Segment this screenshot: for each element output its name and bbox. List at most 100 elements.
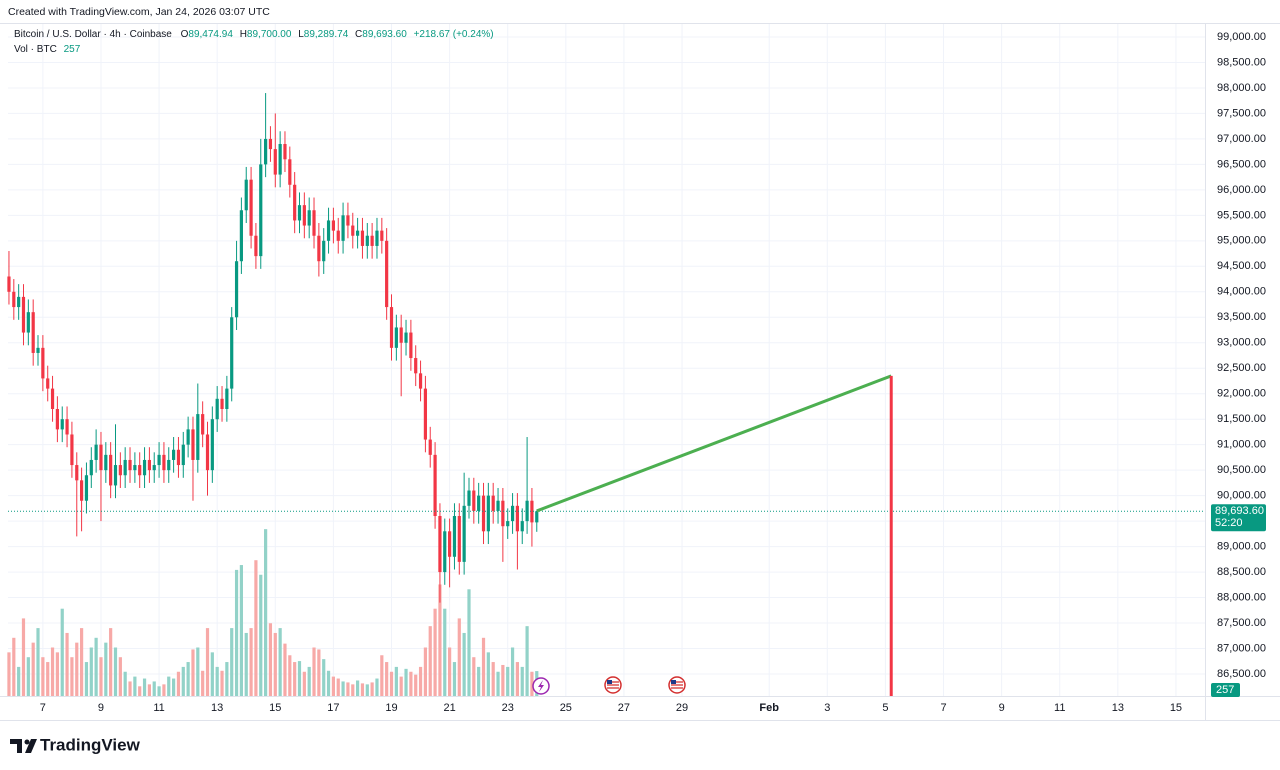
candle-body <box>264 138 268 165</box>
y-tick-label: 98,500.00 <box>1217 56 1266 68</box>
volume-bar <box>496 671 500 696</box>
logo-mark <box>10 739 22 753</box>
volume-bar <box>525 626 529 696</box>
y-tick-label: 94,000.00 <box>1217 286 1266 298</box>
candle-body <box>65 419 69 435</box>
candle-body <box>278 144 282 175</box>
logo-mark <box>25 739 37 753</box>
drawings <box>536 374 893 696</box>
volume-tag <box>1211 683 1240 697</box>
volume-bar <box>210 652 214 696</box>
volume-bar <box>375 678 379 696</box>
volume-bar <box>293 662 297 696</box>
volume-bar <box>249 628 253 696</box>
volume-bar <box>317 649 321 696</box>
event-icons <box>532 676 686 695</box>
volume-bar <box>428 626 432 696</box>
y-tick-label: 88,000.00 <box>1217 591 1266 603</box>
volume-bar <box>234 569 239 696</box>
candle-body <box>535 511 539 523</box>
volume-bar <box>181 666 185 696</box>
volume-bar <box>394 666 398 696</box>
x-tick-label: 15 <box>269 702 281 714</box>
volume-bar <box>50 647 55 696</box>
candle-body <box>152 465 156 471</box>
volume-bar <box>520 666 524 696</box>
volume-bar <box>336 678 340 696</box>
volume-bar <box>36 628 40 696</box>
candles <box>7 93 1205 603</box>
x-tick-label: 13 <box>1112 702 1124 714</box>
volume-bar <box>113 647 118 696</box>
volume-bar <box>31 642 35 696</box>
candle-body <box>322 240 326 262</box>
volume-bar <box>370 682 374 696</box>
x-tick-label: 17 <box>327 702 339 714</box>
candle-body <box>365 235 369 246</box>
candle-body <box>515 505 519 532</box>
candle-body <box>249 179 253 236</box>
candle-body <box>220 398 224 409</box>
candle-body <box>530 500 534 523</box>
candle-body <box>336 230 340 241</box>
candle-body <box>360 230 365 246</box>
volume-bar <box>477 666 481 696</box>
legend-line: Bitcoin / U.S. Dollar · 4h · Coinbase O8… <box>14 29 494 40</box>
candle-body <box>259 164 263 257</box>
flag-canton <box>607 680 612 684</box>
candle-body <box>501 500 505 527</box>
candle-body <box>215 398 219 420</box>
volume-bar <box>501 664 505 696</box>
candle-body <box>380 230 384 241</box>
candle-body <box>26 312 30 333</box>
volume-bar <box>438 584 442 696</box>
candle-body <box>385 240 389 308</box>
volume-bar <box>264 529 268 696</box>
x-tick-label: 9 <box>999 702 1005 714</box>
volume-bar <box>99 657 103 696</box>
volume-bar <box>75 642 79 696</box>
volume-bar <box>414 674 418 696</box>
event-icon <box>538 680 544 692</box>
candle-body <box>172 449 176 460</box>
candle-body <box>230 317 234 389</box>
candle-body <box>355 230 360 236</box>
x-tick-label: 11 <box>153 702 164 714</box>
y-tick-label: 96,000.00 <box>1217 184 1266 196</box>
candle-body <box>133 465 137 471</box>
volume-bar <box>486 652 490 696</box>
legend-key: H <box>240 29 247 40</box>
x-tick-label: Feb <box>759 702 779 714</box>
volume-bar <box>147 684 152 696</box>
x-tick-label: 5 <box>882 702 888 714</box>
volume-bar <box>254 560 258 696</box>
candle-body <box>438 516 442 573</box>
y-tick-label: 87,500.00 <box>1217 617 1266 629</box>
candle-body <box>12 291 16 308</box>
volume-bar <box>404 668 408 696</box>
candle-body <box>351 225 355 236</box>
candle-body <box>394 327 398 348</box>
y-tick-label: 94,500.00 <box>1217 260 1266 272</box>
y-tick-label: 96,500.00 <box>1217 158 1266 170</box>
logo-text: TradingView <box>40 735 141 754</box>
legend-value: 89,700.00 <box>247 29 292 40</box>
volume-bar <box>220 670 224 696</box>
y-tick-label: 95,000.00 <box>1217 235 1266 247</box>
last-price-tag <box>1211 504 1266 532</box>
x-tick-label: 7 <box>40 702 46 714</box>
y-tick-label: 87,000.00 <box>1217 642 1266 654</box>
logo: TradingView <box>10 735 141 754</box>
volume-bar <box>176 671 181 696</box>
y-tick-label: 91,000.00 <box>1217 439 1266 451</box>
volume-bar <box>331 676 335 696</box>
candle-body <box>317 235 321 262</box>
volume-bar <box>12 637 16 696</box>
candle-body <box>46 378 50 389</box>
x-tick-label: 19 <box>385 702 397 714</box>
volume-pane <box>7 529 539 696</box>
candle-body <box>162 454 166 471</box>
volume-label: Vol · BTC <box>14 44 57 55</box>
